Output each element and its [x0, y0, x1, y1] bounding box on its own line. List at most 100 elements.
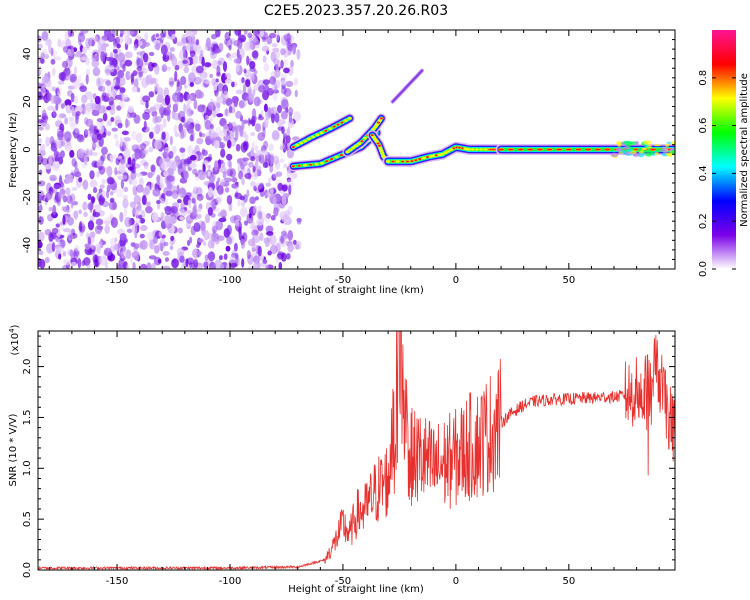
noise-speckle: [151, 126, 158, 134]
noise-speckle: [87, 193, 92, 201]
noise-speckle: [121, 130, 129, 136]
echo-core-bead: [483, 148, 488, 151]
noise-speckle: [215, 92, 221, 101]
echo-peak-bead: [376, 142, 380, 145]
noise-speckle: [74, 128, 80, 134]
snr-frame: [37, 330, 676, 571]
noise-speckle: [69, 249, 74, 257]
noise-speckle: [241, 77, 245, 84]
noise-speckle: [246, 189, 250, 198]
noise-speckle: [208, 251, 216, 262]
noise-speckle: [38, 137, 42, 144]
noise-speckle: [263, 118, 269, 129]
noise-speckle: [96, 77, 101, 88]
noise-speckle: [119, 33, 123, 38]
noise-speckle: [220, 148, 226, 158]
noise-speckle: [196, 243, 200, 248]
noise-speckle: [215, 30, 221, 38]
noise-speckle: [89, 149, 93, 156]
noise-speckle: [183, 206, 188, 212]
echo-core-bead: [371, 127, 376, 131]
echo-core-bead: [478, 148, 484, 151]
noise-speckle: [169, 135, 173, 146]
noise-speckle: [74, 171, 82, 178]
noise-speckle: [220, 209, 227, 219]
noise-speckle: [139, 224, 148, 232]
noise-speckle: [117, 52, 126, 63]
noise-speckle: [168, 206, 176, 217]
noise-speckle: [113, 51, 118, 59]
noise-speckle: [265, 225, 274, 234]
noise-speckle: [275, 79, 281, 89]
noise-speckle: [148, 255, 157, 260]
noise-speckle: [275, 50, 280, 60]
noise-speckle: [231, 95, 239, 104]
noise-speckle: [265, 213, 271, 219]
noise-speckle: [177, 95, 183, 102]
spectrogram-y-tick-label: 40: [22, 48, 33, 61]
noise-speckle: [207, 170, 211, 177]
noise-speckle: [281, 184, 288, 192]
noise-speckle: [180, 209, 188, 217]
noise-speckle: [242, 157, 250, 162]
spectrogram-panel: -150 -100 -50 0 50 -40 -20 0 20 40 Height of str…: [8, 29, 676, 296]
noise-speckle: [170, 206, 179, 214]
noise-speckle: [117, 69, 125, 79]
noise-speckle: [179, 216, 185, 221]
noise-speckle: [56, 90, 62, 97]
noise-speckle: [102, 112, 108, 122]
noise-speckle: [64, 76, 70, 81]
noise-speckle: [233, 242, 238, 252]
noise-speckle: [91, 109, 100, 117]
noise-speckle: [158, 106, 167, 116]
noise-speckle: [264, 213, 271, 224]
noise-speckle: [71, 186, 78, 192]
noise-speckle: [281, 98, 289, 110]
echo-core-bead: [302, 163, 308, 167]
noise-speckle: [215, 78, 219, 83]
noise-speckle: [162, 54, 167, 62]
noise-speckle: [231, 176, 238, 183]
noise-speckle: [158, 230, 163, 238]
noise-speckle: [38, 231, 45, 242]
echo-core-bead: [380, 151, 385, 155]
noise-speckle: [106, 131, 112, 137]
noise-speckle: [252, 261, 261, 269]
noise-speckle: [217, 82, 224, 92]
noise-speckle: [46, 92, 52, 102]
snr-scale-prefix: (x10: [10, 333, 21, 356]
noise-speckle: [192, 43, 201, 52]
noise-speckle: [131, 250, 140, 259]
echo-speckle: [643, 140, 652, 145]
noise-speckle: [196, 208, 202, 213]
noise-speckle: [153, 244, 160, 254]
echo-peak-bead: [604, 148, 611, 151]
noise-speckle: [75, 114, 79, 125]
noise-speckle: [267, 250, 272, 256]
noise-speckle: [235, 89, 244, 95]
spectrogram-x-ticks: -150 -100 -50 0 50: [48, 30, 660, 286]
noise-speckle: [162, 30, 167, 38]
noise-speckle: [92, 141, 97, 151]
noise-speckle: [84, 246, 93, 256]
noise-speckle: [226, 168, 234, 177]
noise-speckle: [209, 174, 215, 184]
noise-speckle: [81, 94, 88, 104]
noise-speckle: [187, 199, 192, 209]
noise-speckle: [204, 79, 211, 85]
noise-speckle: [160, 162, 168, 170]
noise-speckle: [143, 41, 150, 47]
noise-speckle: [52, 108, 57, 118]
noise-speckle: [171, 145, 177, 155]
noise-speckle: [238, 229, 242, 241]
snr-x-tick-label: -100: [219, 576, 242, 587]
noise-speckle: [147, 184, 151, 195]
noise-speckle: [119, 136, 124, 147]
noise-speckle: [117, 122, 123, 129]
noise-speckle: [62, 206, 68, 213]
echo-speckle: [637, 152, 645, 158]
noise-speckle: [64, 142, 72, 152]
noise-speckle: [148, 146, 154, 153]
noise-speckle: [139, 159, 148, 167]
noise-speckle: [242, 194, 248, 203]
